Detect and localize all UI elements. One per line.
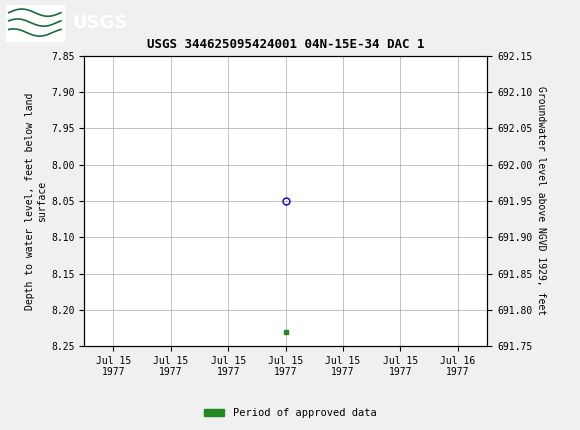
- Y-axis label: Groundwater level above NGVD 1929, feet: Groundwater level above NGVD 1929, feet: [536, 86, 546, 316]
- Y-axis label: Depth to water level, feet below land
surface: Depth to water level, feet below land su…: [25, 92, 47, 310]
- FancyBboxPatch shape: [6, 4, 64, 41]
- Text: USGS: USGS: [72, 14, 128, 31]
- Title: USGS 344625095424001 04N-15E-34 DAC 1: USGS 344625095424001 04N-15E-34 DAC 1: [147, 37, 425, 51]
- Legend: Period of approved data: Period of approved data: [200, 404, 380, 423]
